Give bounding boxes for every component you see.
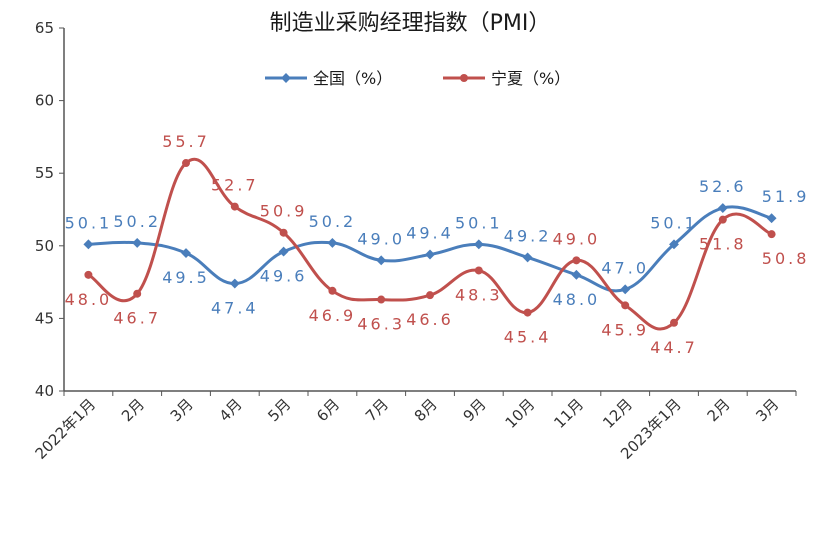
data-point	[229, 278, 240, 289]
data-point	[133, 289, 142, 298]
data-label: 46.9	[309, 306, 357, 325]
data-label: 47.0	[601, 258, 649, 277]
data-label: 48.3	[455, 285, 503, 304]
data-point	[279, 228, 288, 237]
data-label: 48.0	[65, 290, 113, 309]
data-label: 50.2	[309, 212, 357, 231]
data-point	[181, 248, 191, 259]
legend-marker	[460, 74, 468, 82]
plot-area: 50.1 50.249.547.449.650.249.0 49.450.149.2…	[65, 132, 810, 357]
x-tick-label: 5月	[264, 395, 294, 425]
legend-item: 全国（%）	[265, 69, 392, 88]
x-tick-label: 2022年1月	[32, 395, 100, 463]
data-label: 49.0	[357, 229, 405, 248]
y-tick-label: 50	[35, 237, 54, 255]
legend: 全国（%） 宁夏（%）	[265, 69, 570, 88]
data-label: 49.4	[406, 224, 454, 243]
series-ningxia: 48.046.755.752.750.946.9 46.3 46.648.345.4…	[65, 132, 810, 357]
x-tick-label: 3月	[752, 395, 782, 425]
data-point	[766, 213, 777, 224]
data-label: 45.9	[601, 320, 649, 339]
chart-title: 制造业采购经理指数（PMI）	[270, 11, 551, 36]
data-point	[425, 249, 435, 260]
data-label: 50.9	[260, 202, 308, 221]
y-tick-label: 45	[35, 309, 54, 327]
data-label: 50.2	[113, 212, 161, 231]
x-tick-label: 9月	[460, 395, 490, 425]
series-national: 50.1 50.249.547.449.650.249.0 49.450.149.2…	[65, 177, 810, 318]
data-point	[670, 318, 678, 327]
data-point	[717, 203, 728, 213]
data-point	[473, 239, 484, 250]
data-label: 51.8	[699, 235, 747, 254]
data-point	[669, 239, 679, 250]
legend-label: 宁夏（%）	[491, 69, 570, 88]
legend-item: 宁夏（%）	[443, 69, 570, 88]
data-point	[182, 159, 190, 168]
data-point	[571, 269, 582, 280]
x-tick-label: 6月	[313, 395, 343, 425]
data-label: 50.1	[65, 213, 113, 232]
data-point	[84, 270, 93, 279]
x-tick-label: 2月	[118, 395, 148, 425]
x-tick-label: 4月	[216, 395, 246, 425]
data-label: 46.7	[113, 309, 161, 328]
x-tick-label: 11月	[550, 395, 587, 432]
x-tick-label: 2月	[704, 395, 734, 425]
y-tick-label: 40	[35, 382, 54, 400]
data-label: 44.7	[650, 338, 698, 357]
data-label: 47.4	[211, 299, 259, 318]
data-point	[767, 230, 776, 239]
data-point	[523, 308, 532, 317]
data-label: 50.1	[650, 213, 698, 232]
legend-marker	[281, 73, 291, 83]
data-point	[621, 301, 630, 310]
x-tick-label: 3月	[167, 395, 197, 425]
y-tick-label: 55	[35, 164, 54, 182]
data-point	[230, 202, 239, 211]
data-point	[426, 291, 434, 300]
data-label: 45.4	[504, 328, 552, 347]
x-tick-label: 12月	[599, 395, 636, 432]
series-line	[87, 158, 773, 331]
data-point	[620, 284, 631, 295]
data-label: 50.8	[762, 249, 810, 268]
data-label: 48.0	[553, 290, 601, 309]
data-label: 55.7	[162, 132, 210, 151]
y-tick-label: 65	[35, 19, 54, 37]
data-label: 49.5	[162, 268, 210, 287]
data-point	[718, 215, 727, 224]
data-label: 46.6	[406, 310, 454, 329]
data-point	[83, 239, 94, 250]
data-label: 51.9	[762, 187, 810, 206]
data-label: 46.3	[357, 315, 405, 334]
data-label: 49.6	[260, 267, 308, 286]
data-point	[376, 255, 387, 266]
data-label: 52.7	[211, 176, 259, 195]
data-point	[522, 252, 533, 263]
data-point	[474, 266, 483, 275]
data-label: 49.2	[504, 226, 552, 245]
data-point	[572, 256, 581, 265]
data-point	[328, 286, 337, 295]
data-label: 50.1	[455, 213, 503, 232]
x-tick-label: 8月	[411, 395, 441, 425]
data-point	[132, 237, 143, 248]
data-point	[377, 295, 386, 304]
data-point	[327, 237, 338, 248]
data-point	[278, 246, 289, 257]
x-tick-label: 10月	[502, 395, 539, 432]
x-tick-label: 7月	[362, 395, 392, 425]
data-label: 49.0	[553, 229, 601, 248]
y-tick-label: 60	[35, 92, 54, 110]
data-label: 52.6	[699, 177, 747, 196]
legend-label: 全国（%）	[313, 69, 392, 88]
